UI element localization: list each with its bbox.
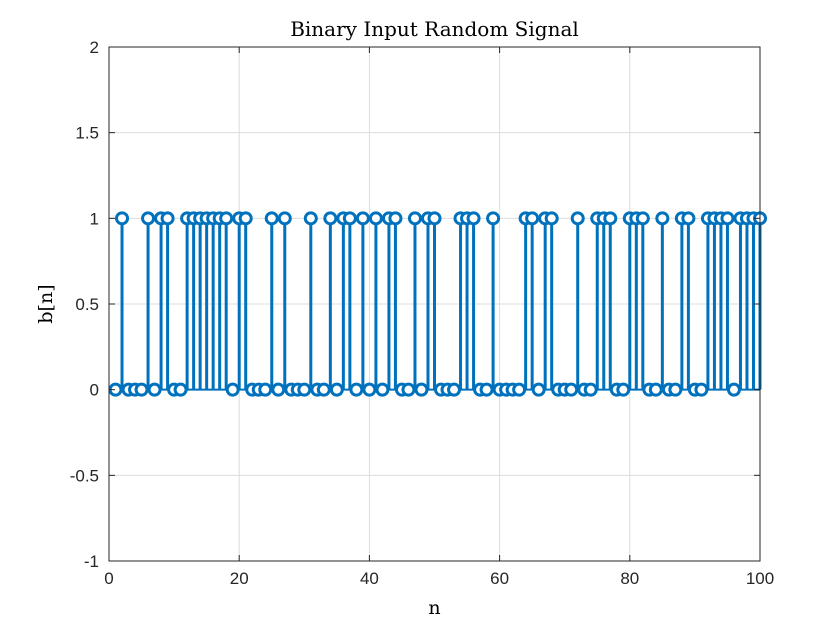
stem-marker: [525, 211, 540, 226]
stem-marker: [616, 382, 631, 397]
x-tick-label: 0: [104, 569, 113, 588]
stem-marker: [407, 211, 422, 226]
stem-marker: [648, 382, 663, 397]
stem-marker: [512, 382, 527, 397]
stem-marker: [141, 211, 156, 226]
stem-marker: [681, 211, 696, 226]
stem-marker: [277, 211, 292, 226]
stem-marker: [668, 382, 683, 397]
stem-marker: [726, 382, 741, 397]
x-tick-label: 40: [360, 569, 379, 588]
y-axis-ticks: -1 -0.5 0 0.5 1 1.5 2: [70, 38, 760, 571]
stem-marker: [486, 211, 501, 226]
chart-title: Binary Input Random Signal: [290, 17, 579, 41]
stem-marker: [271, 382, 286, 397]
stem-marker: [173, 382, 188, 397]
stem-marker: [583, 382, 598, 397]
stem-marker: [342, 211, 357, 226]
y-tick-label: 0: [90, 381, 99, 400]
x-tick-label: 20: [230, 569, 249, 588]
stem-marker: [388, 211, 403, 226]
stem-marker: [427, 211, 442, 226]
y-tick-label: 0.5: [75, 295, 99, 314]
x-tick-label: 80: [620, 569, 639, 588]
stem-marker: [258, 382, 273, 397]
stem-marker: [635, 211, 650, 226]
stem-marker: [414, 382, 429, 397]
x-tick-label: 100: [746, 569, 774, 588]
x-axis-label: n: [428, 597, 440, 619]
stem-marker: [316, 382, 331, 397]
x-tick-label: 60: [490, 569, 509, 588]
stem-marker: [134, 382, 149, 397]
stem-marker: [564, 382, 579, 397]
stem-series: [108, 211, 767, 397]
stem-marker: [375, 382, 390, 397]
stem-marker: [115, 211, 130, 226]
stem-marker: [466, 211, 481, 226]
stem-marker: [238, 211, 253, 226]
stem-marker: [264, 211, 279, 226]
stem-marker: [323, 211, 338, 226]
stem-marker: [355, 211, 370, 226]
y-axis-label: b[n]: [35, 284, 57, 323]
stem-marker: [297, 382, 312, 397]
stem-marker: [349, 382, 364, 397]
stem-marker: [447, 382, 462, 397]
stem-marker: [225, 382, 240, 397]
stem-marker: [479, 382, 494, 397]
y-tick-label: -1: [84, 552, 99, 571]
stem-marker: [531, 382, 546, 397]
stem-marker: [694, 382, 709, 397]
stem-marker: [401, 382, 416, 397]
stem-marker: [368, 211, 383, 226]
stem-marker: [219, 211, 234, 226]
stem-marker: [147, 382, 162, 397]
stem-marker: [160, 211, 175, 226]
y-tick-label: 1: [90, 209, 99, 228]
stem-marker: [544, 211, 559, 226]
y-tick-label: 2: [90, 38, 99, 57]
stem-marker: [655, 211, 670, 226]
x-axis-ticks: 0 20 40 60 80 100: [104, 47, 774, 588]
y-tick-label: 1.5: [75, 124, 99, 143]
y-tick-label: -0.5: [70, 466, 99, 485]
stem-marker: [603, 211, 618, 226]
stem-marker: [329, 382, 344, 397]
stem-marker: [362, 382, 377, 397]
stem-marker: [303, 211, 318, 226]
stem-marker: [720, 211, 735, 226]
stem-marker: [570, 211, 585, 226]
